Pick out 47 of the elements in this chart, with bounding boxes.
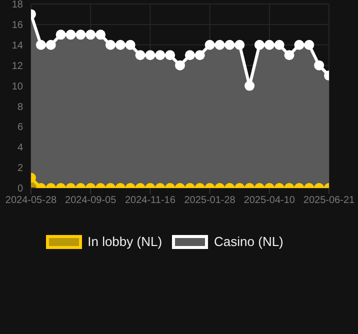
point xyxy=(204,40,215,50)
point xyxy=(105,40,116,50)
y-tick-label: 10 xyxy=(12,81,24,92)
point xyxy=(76,30,86,40)
x-tick-label: 2025-04-10 xyxy=(244,195,296,206)
legend-label: Casino (NL) xyxy=(214,234,284,249)
point xyxy=(224,40,235,50)
point xyxy=(294,40,304,50)
y-tick-label: 8 xyxy=(17,102,24,113)
point xyxy=(184,50,195,60)
legend-label: In lobby (NL) xyxy=(88,234,162,249)
point xyxy=(115,40,126,50)
point xyxy=(86,30,96,40)
y-tick-label: 14 xyxy=(12,40,24,52)
point xyxy=(175,60,185,70)
point xyxy=(234,40,245,50)
point xyxy=(125,40,136,50)
point xyxy=(274,40,284,50)
point xyxy=(314,60,324,70)
x-tick-label: 2025-06-21 xyxy=(303,195,356,206)
y-tick-label: 6 xyxy=(17,122,24,134)
point xyxy=(254,40,264,50)
point xyxy=(264,40,274,50)
point xyxy=(284,50,294,60)
y-tick-label: 2 xyxy=(17,163,24,174)
point xyxy=(165,50,176,60)
point xyxy=(96,30,106,40)
y-tick-label: 12 xyxy=(12,60,24,72)
x-tick-label: 2024-09-05 xyxy=(65,195,117,206)
point xyxy=(194,50,205,60)
point xyxy=(36,40,46,50)
point xyxy=(56,30,66,40)
y-tick-label: 16 xyxy=(12,20,24,31)
y-tick-label: 18 xyxy=(12,0,24,11)
point xyxy=(244,80,255,91)
x-tick-label: 2025-01-28 xyxy=(184,195,236,206)
point xyxy=(46,40,56,50)
point xyxy=(135,50,146,60)
y-tick-label: 0 xyxy=(17,184,24,195)
point xyxy=(145,50,156,60)
x-tick-label: 2024-05-28 xyxy=(5,195,58,206)
point xyxy=(66,30,76,40)
point xyxy=(304,40,314,50)
point xyxy=(214,40,225,50)
x-tick-label: 2024-11-16 xyxy=(124,195,176,206)
y-tick-label: 4 xyxy=(17,142,24,154)
point xyxy=(155,50,166,60)
